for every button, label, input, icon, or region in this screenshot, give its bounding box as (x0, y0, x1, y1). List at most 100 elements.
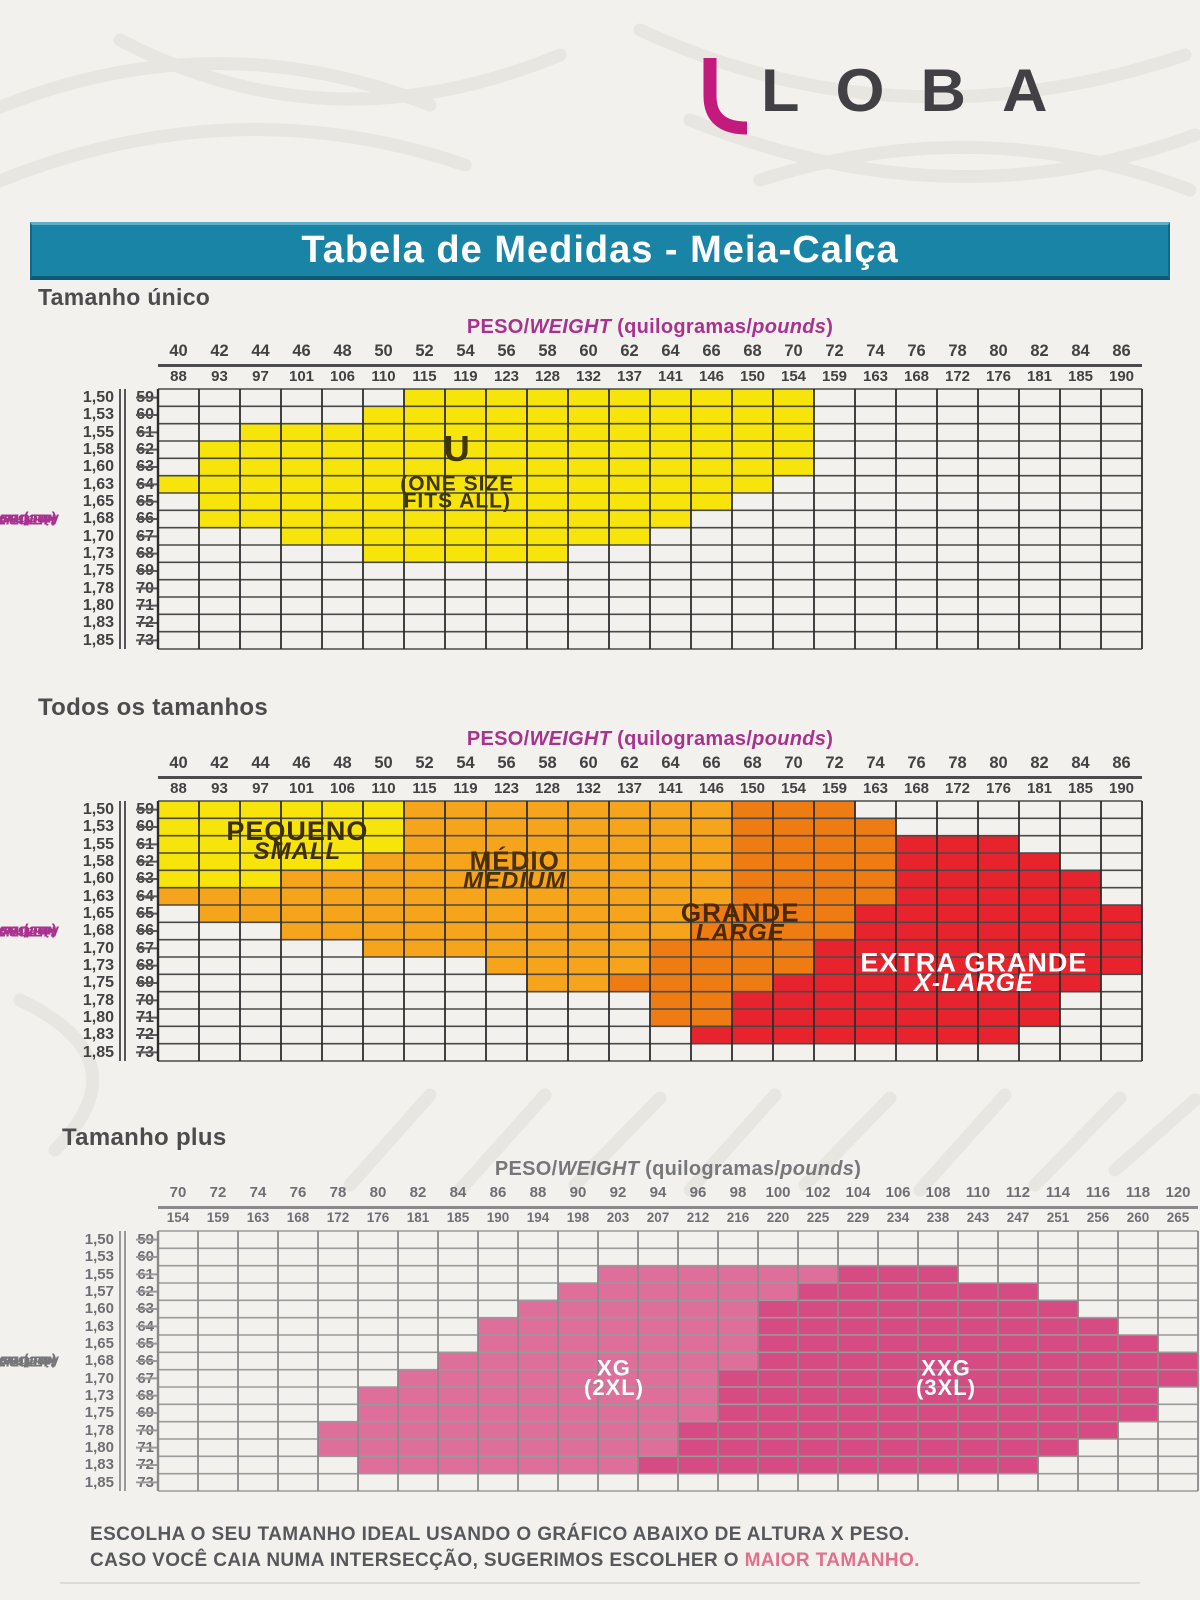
height-meters-col: 1,50 1,53 1,55 1,58 1,60 1,63 1,65 1,68 1,70 1,73… (52, 801, 114, 1061)
height-meters-col-label: 1,65 (82, 904, 114, 922)
weight-axis-title-part: PESO/ (466, 316, 530, 338)
weight-axis-title-part: ) (826, 728, 834, 750)
weight-lbs-row-tick: 159 (206, 1210, 230, 1225)
height-meters-col-label: 1,63 (82, 475, 114, 493)
size-grid: XG(2XL) XXG(3XL) (136, 1230, 1199, 1492)
weight-lbs-row-tick: 88 (170, 780, 187, 797)
region-label-grande-large: LARGE (696, 920, 785, 947)
weight-kg-row-tick: 42 (210, 754, 229, 772)
weight-kg-row-tick: 76 (907, 754, 926, 772)
weight-lbs-row-tick: 101 (288, 368, 315, 385)
weight-lbs-row-tick: 243 (966, 1210, 990, 1225)
region-cell-extra-grande-xlarge (855, 905, 1142, 923)
logo-swoosh-icon (703, 58, 748, 135)
weight-kg-row-tick: 68 (743, 342, 762, 360)
weight-kg-row-tick: 86 (1112, 754, 1131, 772)
height-meters-col-label: 1,60 (84, 1300, 114, 1318)
weight-lbs-row-tick: 172 (326, 1210, 350, 1225)
page-title: Tabela de Medidas - Meia-Calça (301, 229, 899, 271)
weight-lbs-row-tick: 150 (739, 780, 766, 797)
height-meters-col-label: 1,83 (84, 1456, 114, 1474)
weight-kg-row-tick: 58 (538, 342, 557, 360)
region-cell-medio-medium (363, 853, 732, 871)
weight-lbs-row-tick: 176 (985, 368, 1012, 385)
height-meters-col-label: 1,68 (82, 922, 114, 940)
height-meters-col: 1,50 1,53 1,55 1,58 1,60 1,63 1,65 1,68 1,70 1,73… (52, 389, 114, 649)
weight-lbs-row-tick: 137 (616, 368, 643, 385)
region-cell-one-size-u (363, 545, 568, 563)
footer-text-2: CASO VOCÊ CAIA NUMA INTERSECÇÃO, SUGERIM… (90, 1550, 745, 1571)
height-axis-double-rule (119, 801, 126, 1061)
weight-kg-row-tick: 40 (169, 342, 188, 360)
region-cell-one-size-u (199, 493, 732, 511)
weight-kg-row-tick: 50 (374, 754, 393, 772)
region-cell-xxg-3xl (678, 1421, 1118, 1439)
chart-all-sizes: PESO/WEIGHT (quilogramas/pounds) 40 42 44 46… (0, 728, 1200, 1073)
weight-lbs-row-tick: 181 (406, 1210, 430, 1225)
weight-kg-row-tick: 52 (415, 342, 434, 360)
weight-kg-row: 40 42 44 46 48 50 52 54 56 58 60 62 64 66 68 70 72 74 76 78… (158, 754, 1142, 773)
region-label-medio-medium: MEDIUM (463, 868, 566, 895)
region-cell-xxg-3xl (758, 1317, 1118, 1335)
weight-kg-row-tick: 64 (661, 342, 680, 360)
weight-axis-title-part: ) (854, 1158, 862, 1180)
weight-kg-row-tick: 42 (210, 342, 229, 360)
weight-lbs-row-tick: 185 (1067, 780, 1094, 797)
weight-kg-row-tick: 86 (1112, 342, 1131, 360)
height-meters-col-label: 1,85 (84, 1473, 114, 1491)
weight-lbs-row-tick: 168 (903, 368, 930, 385)
weight-lbs-row-tick: 212 (686, 1210, 710, 1225)
weight-lbs-row-tick: 185 (446, 1210, 470, 1225)
weight-kg-row-tick: 56 (497, 342, 516, 360)
height-meters-col-label: 1,85 (82, 1043, 114, 1061)
brand-logo: LOBA (695, 48, 1083, 138)
weight-kg-row-tick: 50 (374, 342, 393, 360)
height-meters-col-label: 1,70 (82, 939, 114, 957)
weight-axis-title-part: WEIGHT (529, 316, 612, 338)
weight-kg-row-tick: 88 (529, 1184, 547, 1201)
height-meters-col-label: 1,65 (82, 492, 114, 510)
height-meters-col-label: 1,53 (84, 1248, 114, 1266)
region-cell-xg-2xl (478, 1317, 758, 1335)
weight-lbs-row-tick: 88 (170, 368, 187, 385)
height-meters-col-label: 1,50 (82, 389, 114, 406)
weight-kg-row-tick: 104 (845, 1184, 871, 1201)
weight-kg-row-tick: 80 (369, 1184, 387, 1201)
height-meters-col-label: 1,65 (84, 1334, 114, 1352)
weight-lbs-row-tick: 198 (566, 1210, 590, 1225)
height-axis-title-part: ) (23, 1352, 29, 1370)
weight-lbs-row-tick: 106 (329, 780, 356, 797)
weight-lbs-row-tick: 168 (286, 1210, 310, 1225)
weight-lbs-row-tick: 115 (412, 780, 437, 797)
height-meters-col: 1,50 1,53 1,55 1,57 1,60 1,63 1,65 1,68 1,70 1,73… (52, 1231, 114, 1491)
weight-axis-title-part: pounds (752, 728, 827, 750)
weight-axis-rule (158, 364, 1142, 367)
weight-kg-row-tick: 72 (209, 1184, 227, 1201)
weight-lbs-row-tick: 132 (575, 368, 602, 385)
weight-lbs-row-tick: 106 (329, 368, 356, 385)
logo-text: LOBA (761, 57, 1084, 125)
region-label-grande-large: GRANDE (681, 897, 800, 927)
section-title-one-size: Tamanho único (38, 284, 211, 310)
section-title-all-sizes: Todos os tamanhos (38, 694, 269, 721)
weight-kg-row-tick: 106 (885, 1184, 911, 1201)
weight-lbs-row-tick: 207 (646, 1210, 670, 1225)
weight-lbs-row-tick: 119 (453, 780, 478, 797)
weight-lbs-row-tick: 97 (252, 780, 269, 797)
weight-lbs-row-tick: 163 (862, 368, 889, 385)
region-cell-extra-grande-xlarge (855, 922, 1142, 940)
region-cell-one-size-u (158, 475, 773, 493)
weight-lbs-row-tick: 168 (903, 780, 930, 797)
weight-lbs-row-tick: 238 (926, 1210, 950, 1225)
weight-kg-row-tick: 78 (948, 754, 967, 772)
weight-kg-row-tick: 72 (825, 754, 844, 772)
weight-lbs-row-tick: 159 (821, 368, 848, 385)
region-cell-xxg-3xl (718, 1387, 1158, 1405)
weight-axis-title-part: (quilogramas/ (611, 316, 753, 338)
weight-kg-row-tick: 74 (866, 342, 885, 360)
weight-lbs-row-tick: 251 (1046, 1210, 1070, 1225)
weight-lbs-row-tick: 93 (211, 368, 228, 385)
weight-lbs-row-tick: 119 (453, 368, 478, 385)
weight-axis-title: PESO/WEIGHT (quilogramas/pounds) (158, 728, 1142, 752)
weight-kg-row-tick: 108 (925, 1184, 951, 1201)
